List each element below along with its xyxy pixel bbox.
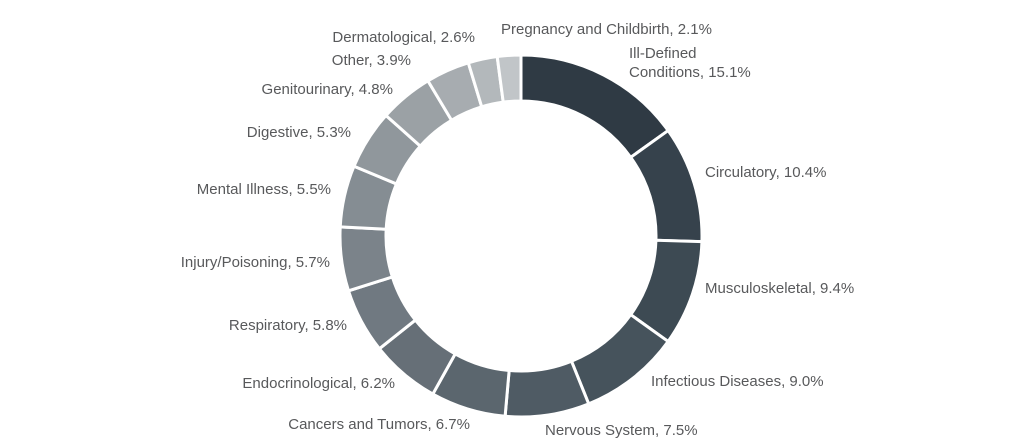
slice-label-line: Digestive, 5.3% <box>247 124 351 141</box>
slice-label-11: Genitourinary, 4.8% <box>262 81 393 98</box>
slice-label-14: Pregnancy and Childbirth, 2.1% <box>501 21 712 38</box>
slice-label-line: Pregnancy and Childbirth, 2.1% <box>501 21 712 38</box>
slice-label-9: Mental Illness, 5.5% <box>197 181 331 198</box>
labels-group: Ill-Defined Conditions, 15.1% Circulatory,… <box>181 21 855 439</box>
slice-label-line: Respiratory, 5.8% <box>229 317 347 334</box>
slice-label-13: Dermatological, 2.6% <box>332 29 475 46</box>
slice-label-line: Nervous System, 7.5% <box>545 422 698 439</box>
slice-label-6: Endocrinological, 6.2% <box>242 375 395 392</box>
slice-label-5: Cancers and Tumors, 6.7% <box>288 416 470 433</box>
slice-label-line: Cancers and Tumors, 6.7% <box>288 416 470 433</box>
slice-label-line: Infectious Diseases, 9.0% <box>651 373 824 390</box>
slice-label-3: Infectious Diseases, 9.0% <box>651 373 824 390</box>
slice-label-12: Other, 3.9% <box>332 52 411 69</box>
slice-14 <box>495 53 523 104</box>
slice-label-line: Musculoskeletal, 9.4% <box>705 280 854 297</box>
slice-label-10: Digestive, 5.3% <box>247 124 351 141</box>
slice-label-line: Injury/Poisoning, 5.7% <box>181 254 330 271</box>
slice-label-line: Conditions, 15.1% <box>629 64 751 81</box>
slice-label-line: Other, 3.9% <box>332 52 411 69</box>
slice-label-line: Ill-Defined <box>629 45 697 62</box>
slice-label-4: Nervous System, 7.5% <box>545 422 698 439</box>
slices-group <box>338 53 704 419</box>
slice-label-line: Endocrinological, 6.2% <box>242 375 395 392</box>
slice-label-line: Genitourinary, 4.8% <box>262 81 393 98</box>
slice-label-8: Injury/Poisoning, 5.7% <box>181 254 330 271</box>
slice-4 <box>503 359 591 419</box>
slice-label-line: Mental Illness, 5.5% <box>197 181 331 198</box>
slice-label-1: Circulatory, 10.4% <box>705 164 826 181</box>
slice-label-2: Musculoskeletal, 9.4% <box>705 280 854 297</box>
slice-label-0: Ill-Defined Conditions, 15.1% <box>629 45 751 81</box>
slice-label-line: Dermatological, 2.6% <box>332 29 475 46</box>
slice-label-7: Respiratory, 5.8% <box>229 317 347 334</box>
slice-label-line: Circulatory, 10.4% <box>705 164 826 181</box>
